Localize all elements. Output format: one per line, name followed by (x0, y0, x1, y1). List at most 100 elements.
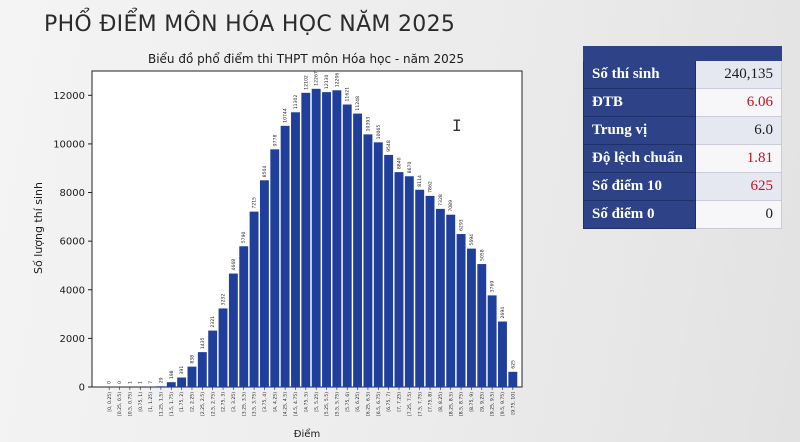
x-tick-label: [5, 5.25) (314, 392, 320, 412)
bar-value-label: 8840 (396, 157, 402, 169)
bar-value-labels: 0 0 1 1 7 29 198 391 838 1435 2321 3232 4668 5790 7215… (107, 71, 517, 384)
bar-value-label: 5790 (241, 231, 247, 243)
bar-value-label: 10393 (365, 117, 371, 132)
histogram-bar (487, 295, 497, 387)
bar-value-label: 12267 (314, 71, 320, 86)
x-tick-label: [3.5, 3.75) (252, 392, 258, 416)
bar-value-label: 3232 (221, 294, 227, 306)
x-tick-label: [5.25, 5.5) (324, 392, 330, 416)
x-tick-label: [7, 7.25) (397, 392, 403, 412)
y-tick-label: 10000 (53, 139, 85, 150)
bar-value-label: 9548 (386, 140, 392, 152)
bar-value-label: 838 (189, 355, 195, 364)
x-tick-label: [0.5, 0.75) (127, 392, 133, 416)
x-tick-label: [0.75, 1) (138, 392, 144, 412)
bars-group (125, 88, 518, 388)
stats-row: Trung vị 6.0 (583, 116, 782, 145)
y-tick-label: 12000 (53, 91, 85, 102)
x-tick-label: [7.75, 8) (428, 392, 434, 412)
histogram-bar (280, 125, 290, 388)
histogram-bar (508, 371, 518, 387)
bar-value-label: 0 (107, 381, 113, 384)
stats-header-row (583, 46, 782, 61)
x-tick-label: [8, 8.25) (438, 392, 444, 412)
histogram-bar (415, 189, 425, 387)
bar-value-label: 10744 (283, 108, 289, 123)
histogram-bar (332, 90, 342, 388)
x-tick-label: [2.75, 3) (221, 392, 227, 412)
x-tick-label: [8.25, 8.5) (448, 392, 454, 416)
stats-label: Số thí sinh (583, 60, 696, 89)
histogram-bar (228, 273, 238, 387)
x-tick-label: [8.5, 8.75) (459, 392, 465, 416)
x-tick-label: [4.75, 5) (303, 392, 309, 412)
x-tick-label: [2, 2.25) (190, 392, 196, 412)
x-tick-label: [7.25, 7.5) (407, 392, 413, 416)
y-tick-label: 4000 (60, 285, 85, 296)
statistics-table: Số thí sinh 240,135 ĐTB 6.06 Trung vị 6.0 Độ l… (583, 46, 782, 229)
stats-value: 0 (695, 200, 782, 229)
histogram-bar (187, 366, 197, 387)
bar-value-label: 625 (510, 360, 516, 369)
x-tick-label: [5.5, 5.75) (334, 392, 340, 416)
stats-label: Trung vị (583, 116, 696, 145)
histogram-bar (353, 113, 363, 388)
bar-value-label: 1435 (200, 337, 206, 349)
bar-value-label: 1 (138, 381, 144, 384)
histogram-bar (239, 246, 249, 387)
histogram-bar (301, 92, 311, 387)
bar-value-label: 11248 (355, 96, 361, 111)
stats-header-cell (583, 46, 696, 61)
histogram-bar (342, 104, 352, 387)
stats-value: 625 (695, 172, 782, 201)
x-tick-label: [4.25, 4.5) (283, 392, 289, 416)
bar-value-label: 12206 (334, 73, 340, 88)
x-axis-label: Điểm (294, 427, 320, 440)
bar-value-label: 2321 (210, 316, 216, 328)
bar-value-label: 8504 (262, 166, 268, 178)
bar-value-label: 10065 (376, 125, 382, 140)
bar-value-label: 391 (179, 366, 185, 375)
y-tick-label: 6000 (60, 237, 85, 248)
stats-value: 6.06 (695, 88, 782, 117)
histogram-bar (270, 149, 280, 387)
bar-value-label: 2694 (500, 307, 506, 319)
bar-value-label: 8670 (407, 161, 413, 173)
stats-label: ĐTB (583, 88, 696, 117)
x-tick-label: [0, 0.25) (107, 392, 113, 412)
x-tick-label: [4.5, 4.75) (293, 392, 299, 416)
x-tick-label: [9.75, 10] (510, 392, 516, 415)
histogram-bar (373, 142, 383, 387)
x-tick-label: [9.25, 9.5) (490, 392, 496, 416)
x-tick-label: [8.75, 9) (469, 392, 475, 412)
bar-value-label: 11302 (293, 95, 299, 110)
x-tick-label: [6.5, 6.75) (376, 392, 382, 416)
bar-value-label: 5694 (469, 234, 475, 246)
histogram-bar (456, 234, 466, 387)
bar-value-label: 7215 (252, 197, 258, 209)
y-axis: 0 2000 4000 6000 8000 10000 12000 (53, 91, 92, 394)
x-tick-label: [1.75, 2) (179, 392, 185, 412)
histogram-bar (218, 308, 228, 387)
x-tick-label: [0.25, 0.5) (117, 392, 123, 416)
histogram-bar (166, 382, 176, 387)
x-tick-label: [9, 9.25) (479, 392, 485, 412)
text-cursor-icon: I (452, 116, 462, 135)
x-tick-label: [6, 6.25) (355, 392, 361, 412)
bar-value-label: 7 (148, 381, 154, 384)
x-tick-label: [1, 1.25) (148, 392, 154, 412)
bar-value-label: 12130 (324, 74, 330, 89)
bar-value-label: 1 (127, 381, 133, 384)
bar-value-label: 11621 (345, 87, 351, 102)
bar-value-label: 3769 (490, 281, 496, 293)
x-tick-label: [6.25, 6.5) (366, 392, 372, 416)
stats-label: Độ lệch chuẩn (583, 144, 696, 173)
histogram-bar (208, 330, 218, 387)
bar-value-label: 9778 (272, 135, 278, 147)
histogram-bar (446, 214, 456, 387)
bar-value-label: 198 (169, 370, 175, 379)
histogram-bar (425, 195, 435, 387)
bar-value-label: 29 (158, 377, 164, 383)
x-tick-label: [3.75, 4) (262, 392, 268, 412)
x-tick-label: [6.75, 7) (386, 392, 392, 412)
